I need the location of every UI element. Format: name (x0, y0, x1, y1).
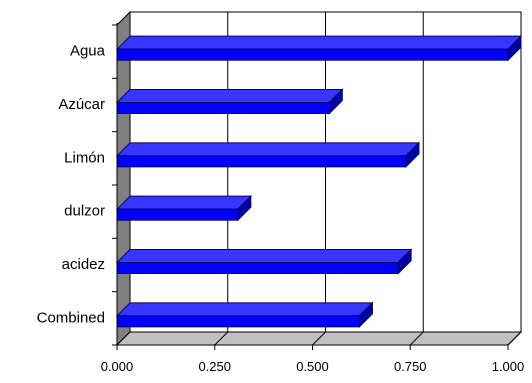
bar (115, 88, 344, 115)
x-tick-labels: 0.000 0.250 0.500 0.750 1.000 (101, 359, 525, 374)
bar-top-face (115, 35, 523, 50)
side-wall (116, 10, 131, 347)
bar-front-face (116, 48, 509, 61)
x-tick-label: 0.250 (198, 359, 231, 374)
bar-front-face (116, 262, 399, 274)
category-labels: Agua Azúcar Limón dulzor acidez Combined (37, 43, 106, 327)
x-tick-label: 0.000 (101, 359, 134, 374)
category-label: acidez (62, 256, 105, 273)
bar-front-face (116, 102, 330, 114)
bar (115, 34, 523, 62)
floor-gridline (409, 331, 424, 346)
bar (115, 248, 413, 275)
bar (115, 141, 421, 169)
category-label: Limón (64, 149, 105, 166)
bar-top-face (115, 195, 253, 210)
bar-top-face (115, 249, 413, 263)
x-tick-label: 0.750 (394, 359, 427, 374)
category-label: Agua (70, 43, 106, 60)
floor-gridline (312, 331, 326, 346)
bar (115, 194, 253, 222)
category-label: dulzor (64, 203, 105, 220)
x-tick-label: 1.000 (492, 359, 525, 374)
category-label: Azúcar (58, 96, 105, 113)
axes (112, 23, 509, 350)
gridlines (214, 12, 522, 346)
bar-top-face (115, 302, 374, 317)
floor-gridline (214, 331, 229, 346)
bar-top-face (115, 142, 421, 157)
floor-gridline (507, 331, 522, 346)
bar-front-face (116, 315, 360, 328)
bars (115, 34, 523, 329)
category-label: Combined (37, 309, 105, 326)
x-tick-label: 0.500 (296, 359, 329, 374)
chart-walls (115, 10, 523, 347)
bar-front-face (116, 208, 239, 221)
bar-top-face (115, 89, 344, 103)
bar-front-face (116, 155, 407, 168)
bar (115, 301, 374, 329)
